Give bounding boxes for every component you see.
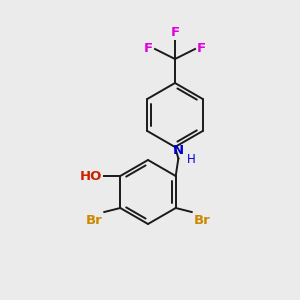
Text: F: F [144,43,153,56]
Text: F: F [197,43,206,56]
Text: N: N [173,145,184,158]
Text: Br: Br [194,214,211,227]
Text: F: F [170,26,180,39]
Text: Br: Br [85,214,102,227]
Text: H: H [188,153,196,166]
Text: HO: HO [80,169,102,182]
